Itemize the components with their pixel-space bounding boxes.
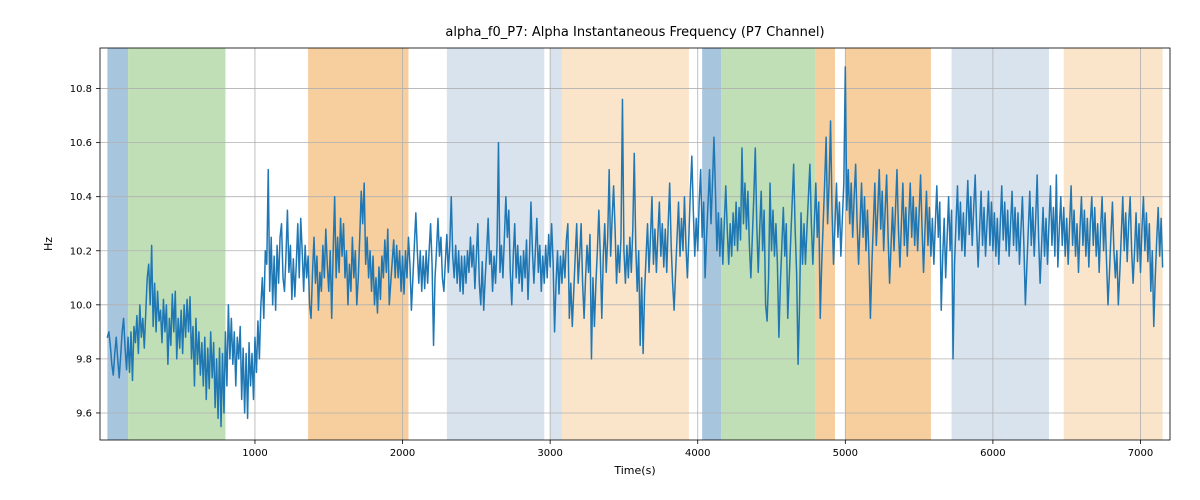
x-tick-label: 7000 [1128,448,1153,459]
x-tick-label: 3000 [537,448,562,459]
x-tick-label: 6000 [980,448,1005,459]
chart-title: alpha_f0_P7: Alpha Instantaneous Frequen… [445,25,824,40]
y-tick-label: 10.2 [70,246,92,257]
x-tick-label: 2000 [390,448,415,459]
x-tick-label: 5000 [833,448,858,459]
x-axis-label: Time(s) [613,464,655,477]
y-axis-label: Hz [42,237,55,251]
band-0 [107,48,128,440]
chart-svg: 1000 2000 3000 4000 5000 6000 7000 9.6 9.8 10.0 10… [0,0,1200,500]
y-tick-label: 10.8 [70,84,92,95]
y-tick-label: 9.8 [76,354,92,365]
y-tick-label: 10.4 [70,192,92,203]
y-tick-label: 10.0 [70,300,92,311]
y-tick-label: 9.6 [76,408,92,419]
x-tick-label: 1000 [242,448,267,459]
chart-container: 1000 2000 3000 4000 5000 6000 7000 9.6 9.8 10.0 10… [0,0,1200,500]
band-1 [128,48,225,440]
x-tick-label: 4000 [685,448,710,459]
y-tick-label: 10.6 [70,138,92,149]
